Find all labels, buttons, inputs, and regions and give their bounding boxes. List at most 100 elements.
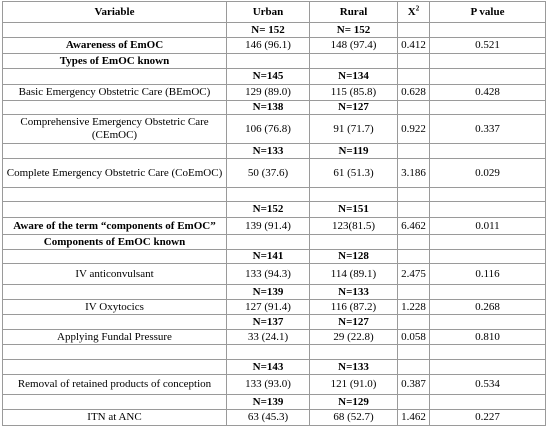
table-row: Comprehensive Emergency Obstetric Care (…: [2, 114, 546, 144]
value-cell: [429, 201, 546, 218]
value-cell: 114 (89.1): [309, 263, 398, 285]
table-row: Removal of retained products of concepti…: [2, 374, 546, 395]
value-cell: [226, 344, 310, 360]
value-cell: 0.058: [397, 329, 430, 345]
variable-cell: [2, 68, 227, 85]
value-cell: 146 (96.1): [226, 37, 310, 54]
value-cell: 123(81.5): [309, 217, 398, 235]
variable-cell: Awareness of EmOC: [2, 37, 227, 54]
value-cell: N=134: [309, 68, 398, 85]
value-cell: N=133: [309, 359, 398, 375]
value-cell: 0.412: [397, 37, 430, 54]
value-cell: 133 (93.0): [226, 374, 310, 395]
value-cell: [429, 314, 546, 330]
variable-cell: Removal of retained products of concepti…: [2, 374, 227, 395]
value-cell: 0.116: [429, 263, 546, 285]
variable-cell: Components of EmOC known: [2, 234, 227, 250]
table-row: N=139 N=129: [2, 394, 546, 410]
table-row: Aware of the term “components of EmOC” 13…: [2, 217, 546, 235]
value-cell: 0.521: [429, 37, 546, 54]
table-row: N=141 N=128: [2, 249, 546, 264]
header-cell: Rural: [309, 1, 398, 23]
variable-cell: [2, 143, 227, 159]
table-row: N=143 N=133: [2, 359, 546, 375]
table-row: Types of EmOC known: [2, 53, 546, 69]
value-cell: 68 (52.7): [309, 409, 398, 426]
value-cell: 139 (91.4): [226, 217, 310, 235]
value-cell: [309, 187, 398, 202]
value-cell: 3.186: [397, 158, 430, 188]
variable-cell: Complete Emergency Obstetric Care (CoEmO…: [2, 158, 227, 188]
value-cell: 133 (94.3): [226, 263, 310, 285]
value-cell: [429, 394, 546, 410]
value-cell: [226, 53, 310, 69]
value-cell: N=137: [226, 314, 310, 330]
table-row: IV Oxytocics 127 (91.4) 116 (87.2) 1.228 0.2…: [2, 299, 546, 315]
value-cell: [397, 344, 430, 360]
value-cell: 0.337: [429, 114, 546, 144]
header-text: X: [407, 5, 416, 18]
value-cell: 0.227: [429, 409, 546, 426]
value-cell: [397, 100, 430, 115]
table-row: [2, 344, 546, 360]
value-cell: [397, 22, 430, 38]
value-cell: N=139: [226, 394, 310, 410]
value-cell: N=127: [309, 314, 398, 330]
value-cell: 106 (76.8): [226, 114, 310, 144]
variable-cell: IV anticonvulsant: [2, 263, 227, 285]
value-cell: [429, 100, 546, 115]
value-cell: 148 (97.4): [309, 37, 398, 54]
header-cell: X2: [397, 1, 430, 23]
table-row: [2, 187, 546, 202]
value-cell: [429, 22, 546, 38]
value-cell: N=129: [309, 394, 398, 410]
value-cell: 0.628: [397, 84, 430, 101]
variable-cell: [2, 249, 227, 264]
variable-cell: Types of EmOC known: [2, 53, 227, 69]
value-cell: 91 (71.7): [309, 114, 398, 144]
value-cell: [397, 394, 430, 410]
value-cell: N=152: [226, 201, 310, 218]
value-cell: [397, 187, 430, 202]
value-cell: N=128: [309, 249, 398, 264]
value-cell: 0.011: [429, 217, 546, 235]
value-cell: 0.387: [397, 374, 430, 395]
variable-cell: [2, 201, 227, 218]
value-cell: N=145: [226, 68, 310, 85]
variable-cell: Comprehensive Emergency Obstetric Care (…: [2, 114, 227, 144]
value-cell: N=143: [226, 359, 310, 375]
table-row: N=139 N=133: [2, 284, 546, 300]
value-cell: 6.462: [397, 217, 430, 235]
header-superscript: 2: [415, 3, 420, 12]
variable-cell: Applying Fundal Pressure: [2, 329, 227, 345]
variable-cell: [2, 344, 227, 360]
value-cell: [397, 314, 430, 330]
value-cell: 0.810: [429, 329, 546, 345]
value-cell: [397, 143, 430, 159]
table-row: N=138 N=127: [2, 100, 546, 115]
value-cell: [309, 234, 398, 250]
value-cell: N=141: [226, 249, 310, 264]
value-cell: N=133: [226, 143, 310, 159]
value-cell: 121 (91.0): [309, 374, 398, 395]
value-cell: 1.462: [397, 409, 430, 426]
value-cell: [397, 359, 430, 375]
variable-cell: Aware of the term “components of EmOC”: [2, 217, 227, 235]
value-cell: 63 (45.3): [226, 409, 310, 426]
value-cell: N=133: [309, 284, 398, 300]
value-cell: 0.428: [429, 84, 546, 101]
value-cell: [429, 284, 546, 300]
value-cell: 2.475: [397, 263, 430, 285]
table-row: Awareness of EmOC 146 (96.1) 148 (97.4) 0.4…: [2, 37, 546, 54]
value-cell: N= 152: [309, 22, 398, 38]
value-cell: 115 (85.8): [309, 84, 398, 101]
value-cell: 0.268: [429, 299, 546, 315]
variable-cell: IV Oxytocics: [2, 299, 227, 315]
value-cell: [429, 344, 546, 360]
value-cell: [226, 187, 310, 202]
value-cell: [429, 234, 546, 250]
value-cell: [397, 284, 430, 300]
value-cell: [429, 249, 546, 264]
